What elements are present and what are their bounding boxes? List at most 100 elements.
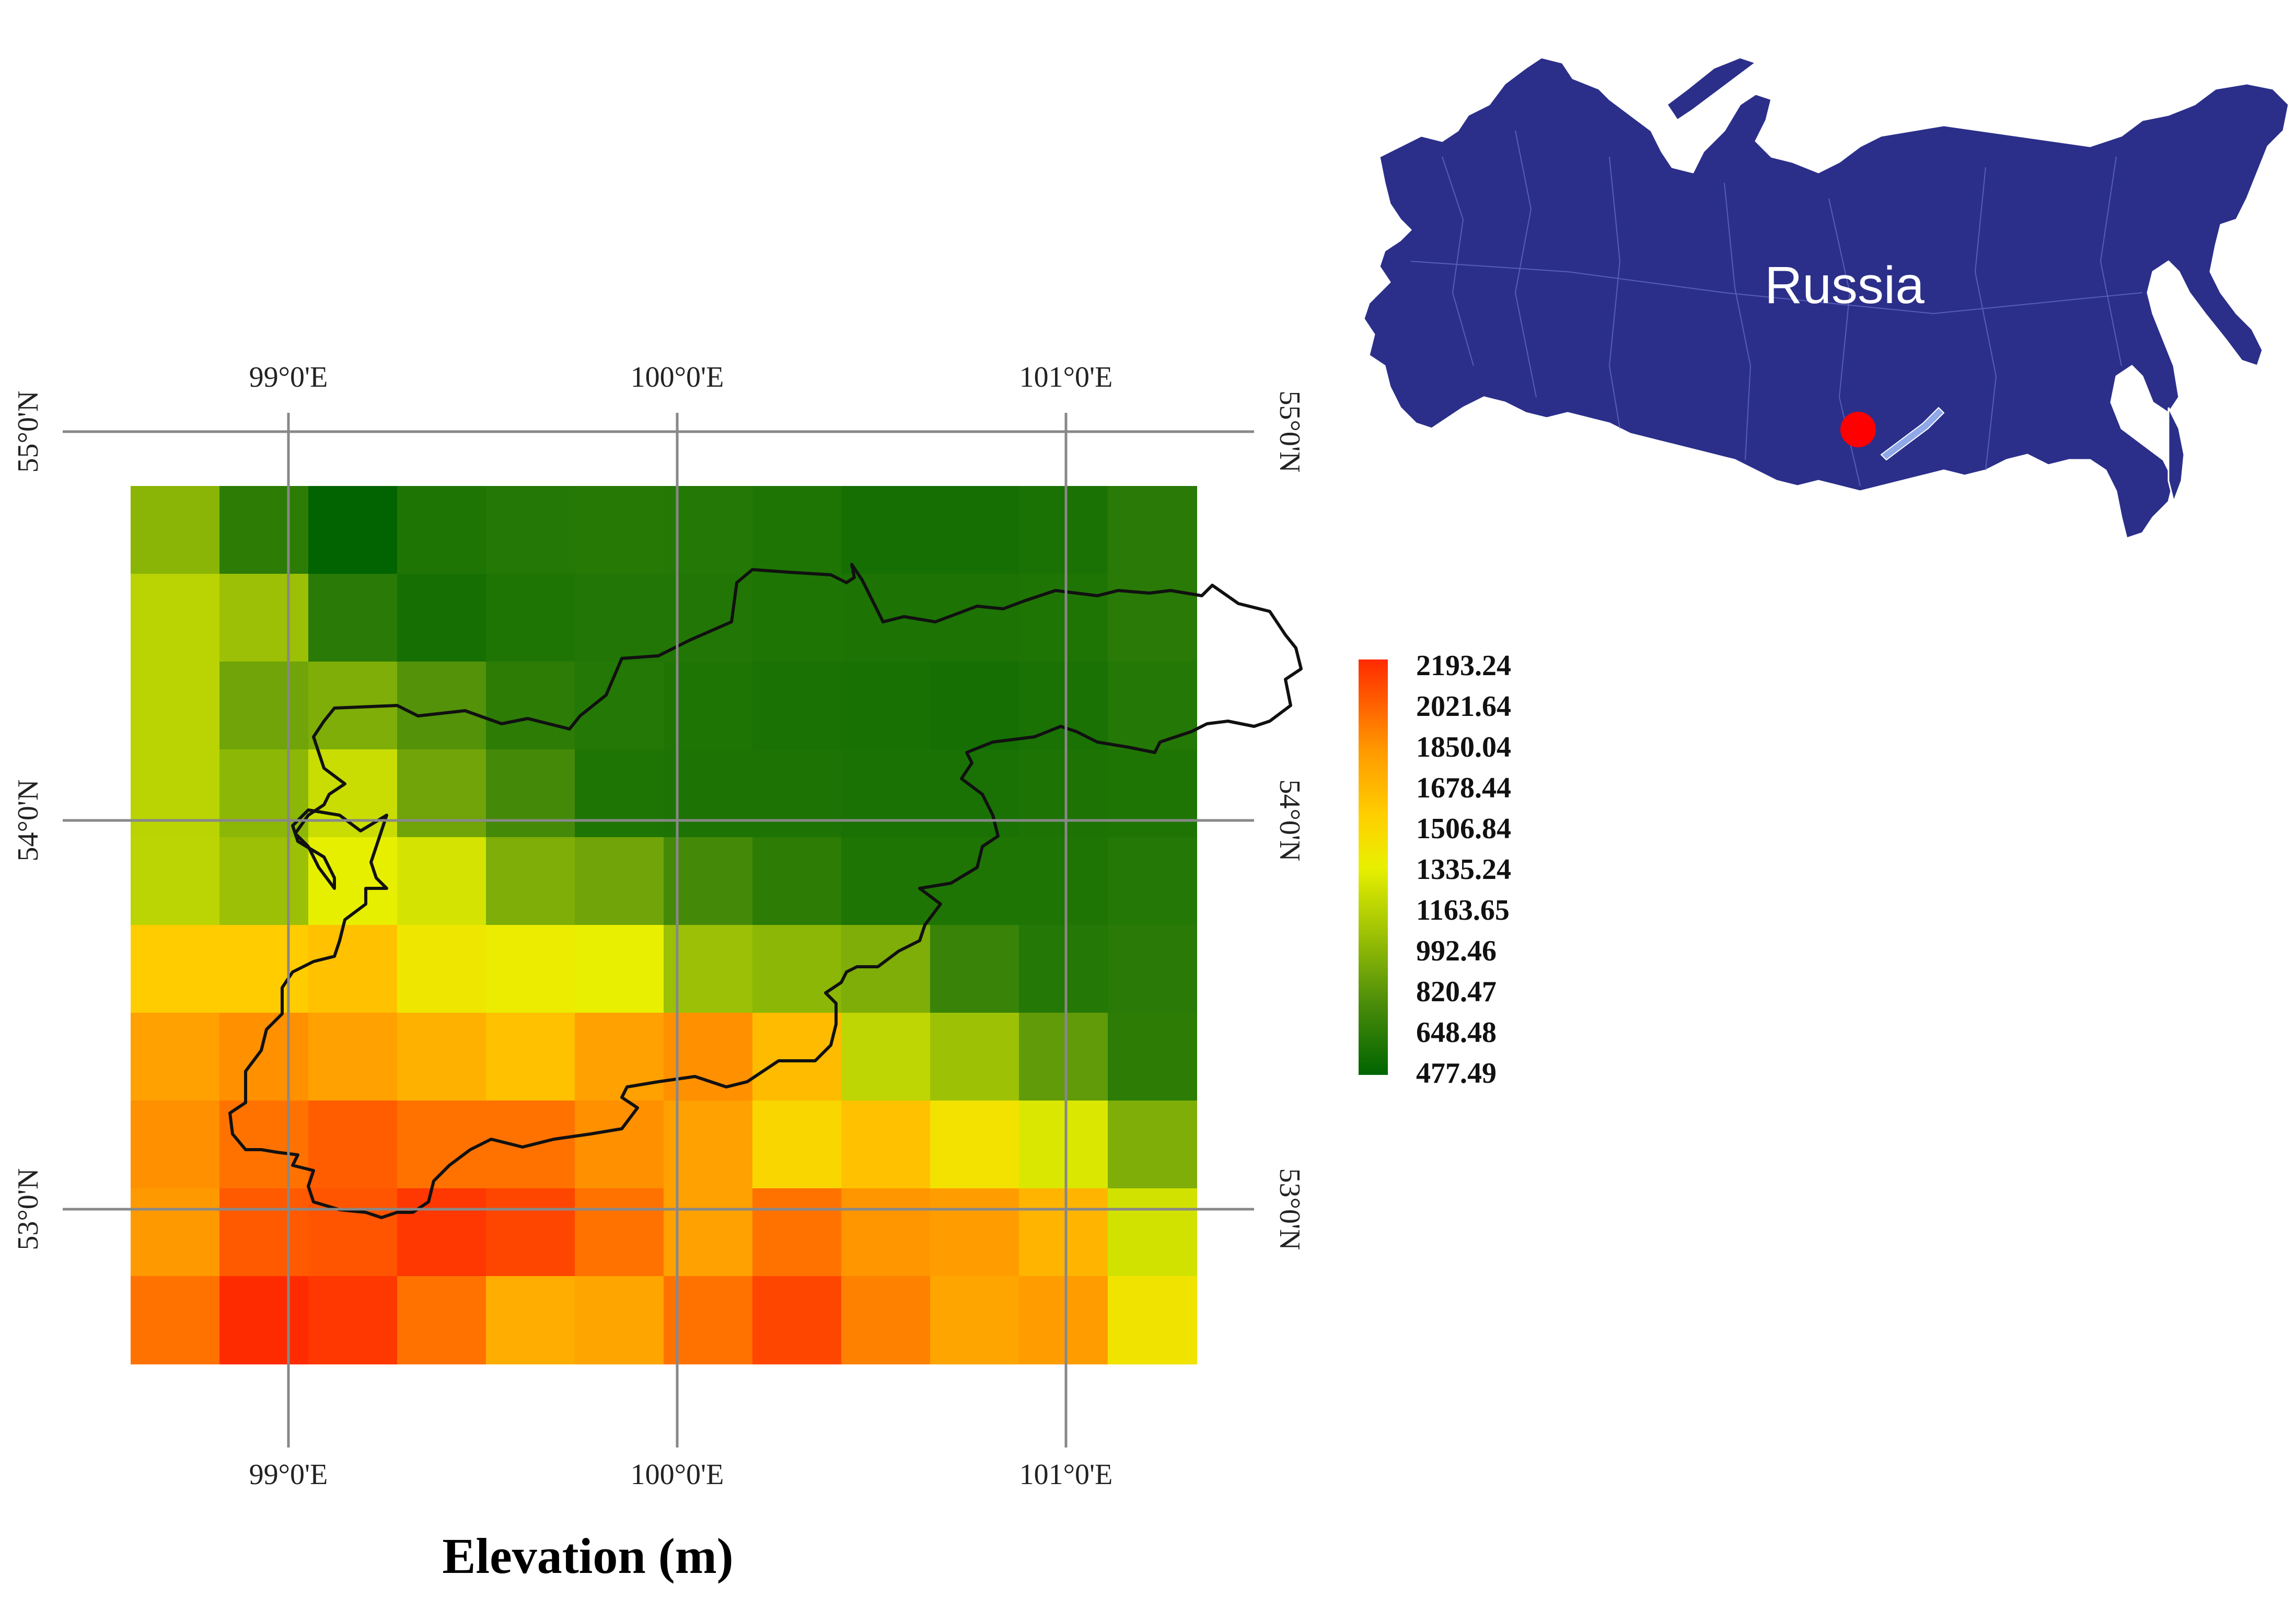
lon-label-bottom-100: 100°0'E [631,1458,724,1491]
lon-label-top-101: 101°0'E [1019,361,1113,393]
lat-label-right-55: 55°0'N [1273,391,1306,473]
raster-cell [1019,486,1108,574]
legend-label: 1506.84 [1416,813,1511,845]
raster-cell [397,1101,486,1189]
raster-cell [930,749,1019,838]
raster-cell [841,749,931,838]
raster-cell [397,1188,486,1277]
lat-label-right-53: 53°0'N [1273,1168,1306,1250]
raster-cell [131,1276,220,1364]
legend-labels: 2193.24 2021.64 1850.04 1678.44 1506.84 1335.… [1416,650,1511,1090]
raster-cell [397,925,486,1013]
raster-cell [841,1188,931,1277]
raster-cell [752,1188,842,1277]
raster-cell [841,1013,931,1101]
lon-label-bottom-101: 101°0'E [1019,1458,1113,1491]
raster-cell [486,574,575,662]
raster-cell [308,486,398,574]
raster-cell [219,1188,309,1277]
raster-cell [131,574,220,662]
raster-cell [131,925,220,1013]
raster-cell [131,1101,220,1189]
raster-cell [1019,925,1108,1013]
raster-cell [1108,486,1197,574]
raster-cell [308,1276,398,1364]
raster-cell [219,925,309,1013]
raster-cell [486,486,575,574]
raster-cell [308,837,398,925]
raster-cell [575,1188,664,1277]
inset-country-label: Russia [1765,256,1924,315]
lat-label-left-55: 55°0'N [12,391,44,473]
raster-cell [930,1188,1019,1277]
raster-cell [1019,837,1108,925]
raster-cell [486,749,575,838]
raster-cell [1019,1276,1108,1364]
raster-cell [930,925,1019,1013]
inset-map: Russia [1363,56,2290,539]
raster-cell [397,574,486,662]
raster-cell [841,1276,931,1364]
raster-cell [1108,925,1197,1013]
raster-cell [219,837,309,925]
raster-cell [575,1101,664,1189]
raster-cell [930,662,1019,750]
raster-cell [486,925,575,1013]
raster-cell [219,1101,309,1189]
raster-cell [397,1276,486,1364]
raster-cell [752,486,842,574]
raster-cell [131,486,220,574]
legend-label: 820.47 [1416,976,1497,1008]
legend-label: 477.49 [1416,1057,1497,1090]
legend-label: 1335.24 [1416,853,1511,886]
raster-cell [486,837,575,925]
raster-cell [930,1101,1019,1189]
raster-cell [308,1013,398,1101]
raster-cell [752,1276,842,1364]
legend-label: 648.48 [1416,1016,1497,1049]
legend-label: 1678.44 [1416,772,1511,804]
raster-cell [397,1013,486,1101]
novaya-zemlya-island [1665,56,1758,122]
raster-cell [1108,749,1197,838]
russia-landmass [1363,56,2290,539]
raster-cell [397,662,486,750]
raster-cell [308,1188,398,1277]
raster-cell [1108,1101,1197,1189]
raster-cell [841,1101,931,1189]
region-borders [1410,130,2143,487]
raster-cell [308,574,398,662]
raster-cell [752,749,842,838]
raster-cell [131,749,220,838]
raster-cell [308,1101,398,1189]
raster-cell [841,837,931,925]
raster-cell [219,662,309,750]
raster-cell [131,662,220,750]
raster-cell [930,1013,1019,1101]
raster-cell [752,574,842,662]
legend-colorbar [1359,659,1388,1075]
lon-label-top-99: 99°0'E [249,361,328,393]
raster-cell [1108,837,1197,925]
lake-baikal [1880,407,1945,461]
raster-cell [841,662,931,750]
lat-label-right-54: 54°0'N [1273,780,1306,862]
raster-cell [219,1013,309,1101]
lon-label-bottom-99: 99°0'E [249,1458,328,1491]
raster-cell [1019,1013,1108,1101]
study-area-marker [1840,412,1876,447]
legend-label: 1850.04 [1416,731,1511,763]
raster-cell [752,662,842,750]
raster-cell [1108,1276,1197,1364]
raster-cell [575,749,664,838]
raster-cell [575,574,664,662]
raster-cell [841,486,931,574]
raster-cell [752,1013,842,1101]
lon-label-top-100: 100°0'E [631,361,724,393]
raster-cell [1019,1101,1108,1189]
raster-cell [752,1101,842,1189]
raster-cell [486,1188,575,1277]
raster-cell [219,574,309,662]
raster-cell [397,837,486,925]
raster-cell [486,1276,575,1364]
